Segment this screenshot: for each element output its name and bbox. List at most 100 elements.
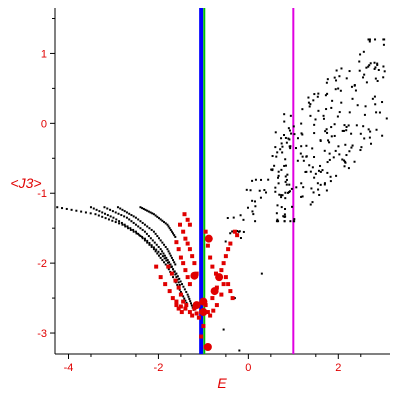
data-point (126, 225, 129, 228)
data-point (338, 153, 341, 156)
data-point (312, 99, 315, 102)
data-point (172, 259, 175, 262)
data-point (138, 234, 141, 237)
data-point (359, 149, 362, 152)
data-point (373, 67, 376, 70)
data-point (166, 264, 171, 269)
data-point (141, 237, 144, 240)
data-point (213, 271, 218, 276)
data-point (339, 89, 342, 92)
data-point (172, 232, 175, 235)
data-point (236, 229, 239, 232)
data-point (178, 288, 181, 291)
data-point (205, 243, 210, 248)
data-point (163, 261, 166, 264)
data-point (166, 223, 169, 226)
data-point (319, 164, 322, 167)
data-point (125, 211, 128, 214)
data-point (267, 178, 270, 181)
data-point (190, 254, 195, 259)
data-point (118, 220, 121, 223)
data-point (159, 218, 162, 221)
data-point (155, 243, 158, 246)
data-point (368, 64, 371, 67)
data-point (326, 78, 329, 81)
data-point (163, 221, 166, 224)
data-point (325, 81, 328, 84)
data-point (141, 228, 144, 231)
data-point (325, 108, 328, 111)
data-point (208, 313, 213, 318)
data-point (317, 109, 320, 112)
data-point (142, 207, 145, 210)
data-point (114, 221, 117, 224)
data-point (221, 282, 226, 287)
data-point (292, 125, 295, 128)
data-point (286, 173, 289, 176)
data-point (319, 139, 322, 142)
data-point (305, 144, 308, 147)
data-point (152, 213, 155, 216)
data-point (277, 176, 280, 179)
data-point (127, 227, 130, 230)
data-point (159, 252, 162, 255)
data-point (210, 296, 215, 301)
data-point (249, 189, 252, 192)
data-point (341, 158, 344, 161)
data-point (367, 38, 370, 41)
axes (50, 8, 390, 359)
data-point (359, 132, 362, 135)
data-point (172, 268, 175, 271)
data-point (334, 88, 337, 91)
data-point (146, 225, 149, 228)
data-point (343, 160, 346, 163)
data-point (70, 208, 73, 211)
data-point (314, 172, 317, 175)
data-point (222, 328, 225, 331)
y-tick-label: 1 (41, 48, 47, 60)
data-point (109, 208, 112, 211)
data-point (185, 301, 188, 304)
data-point (377, 68, 380, 71)
data-point (334, 149, 337, 152)
data-point (258, 189, 261, 192)
data-point (300, 145, 303, 148)
data-point (378, 111, 381, 114)
data-point (370, 142, 373, 145)
data-point (174, 273, 177, 276)
y-tick-label: -3 (37, 328, 47, 340)
data-point (290, 187, 293, 190)
data-point (176, 285, 181, 290)
vertical-lines (199, 8, 295, 354)
data-point (289, 147, 292, 150)
data-point (146, 209, 149, 212)
data-point (144, 208, 147, 211)
data-point (332, 156, 335, 159)
data-point (187, 310, 192, 315)
data-point (382, 76, 385, 79)
data-point (201, 324, 206, 329)
data-point (345, 129, 348, 132)
data-point (343, 159, 346, 162)
data-point (316, 182, 319, 185)
data-point (354, 89, 357, 92)
data-point (316, 95, 319, 98)
data-point (285, 183, 288, 186)
data-point (288, 190, 291, 193)
data-point (350, 85, 353, 88)
data-point (252, 213, 255, 216)
data-point (134, 223, 137, 226)
data-point (254, 200, 257, 203)
data-point (322, 114, 325, 117)
data-point (224, 240, 227, 243)
data-point (106, 214, 109, 217)
data-point (157, 250, 160, 253)
data-point (323, 182, 326, 185)
data-point (132, 215, 135, 218)
data-point (233, 297, 236, 300)
data-point (92, 207, 95, 210)
data-point (323, 183, 326, 186)
data-point (159, 239, 162, 242)
data-point (152, 230, 155, 233)
data-point (226, 282, 231, 287)
